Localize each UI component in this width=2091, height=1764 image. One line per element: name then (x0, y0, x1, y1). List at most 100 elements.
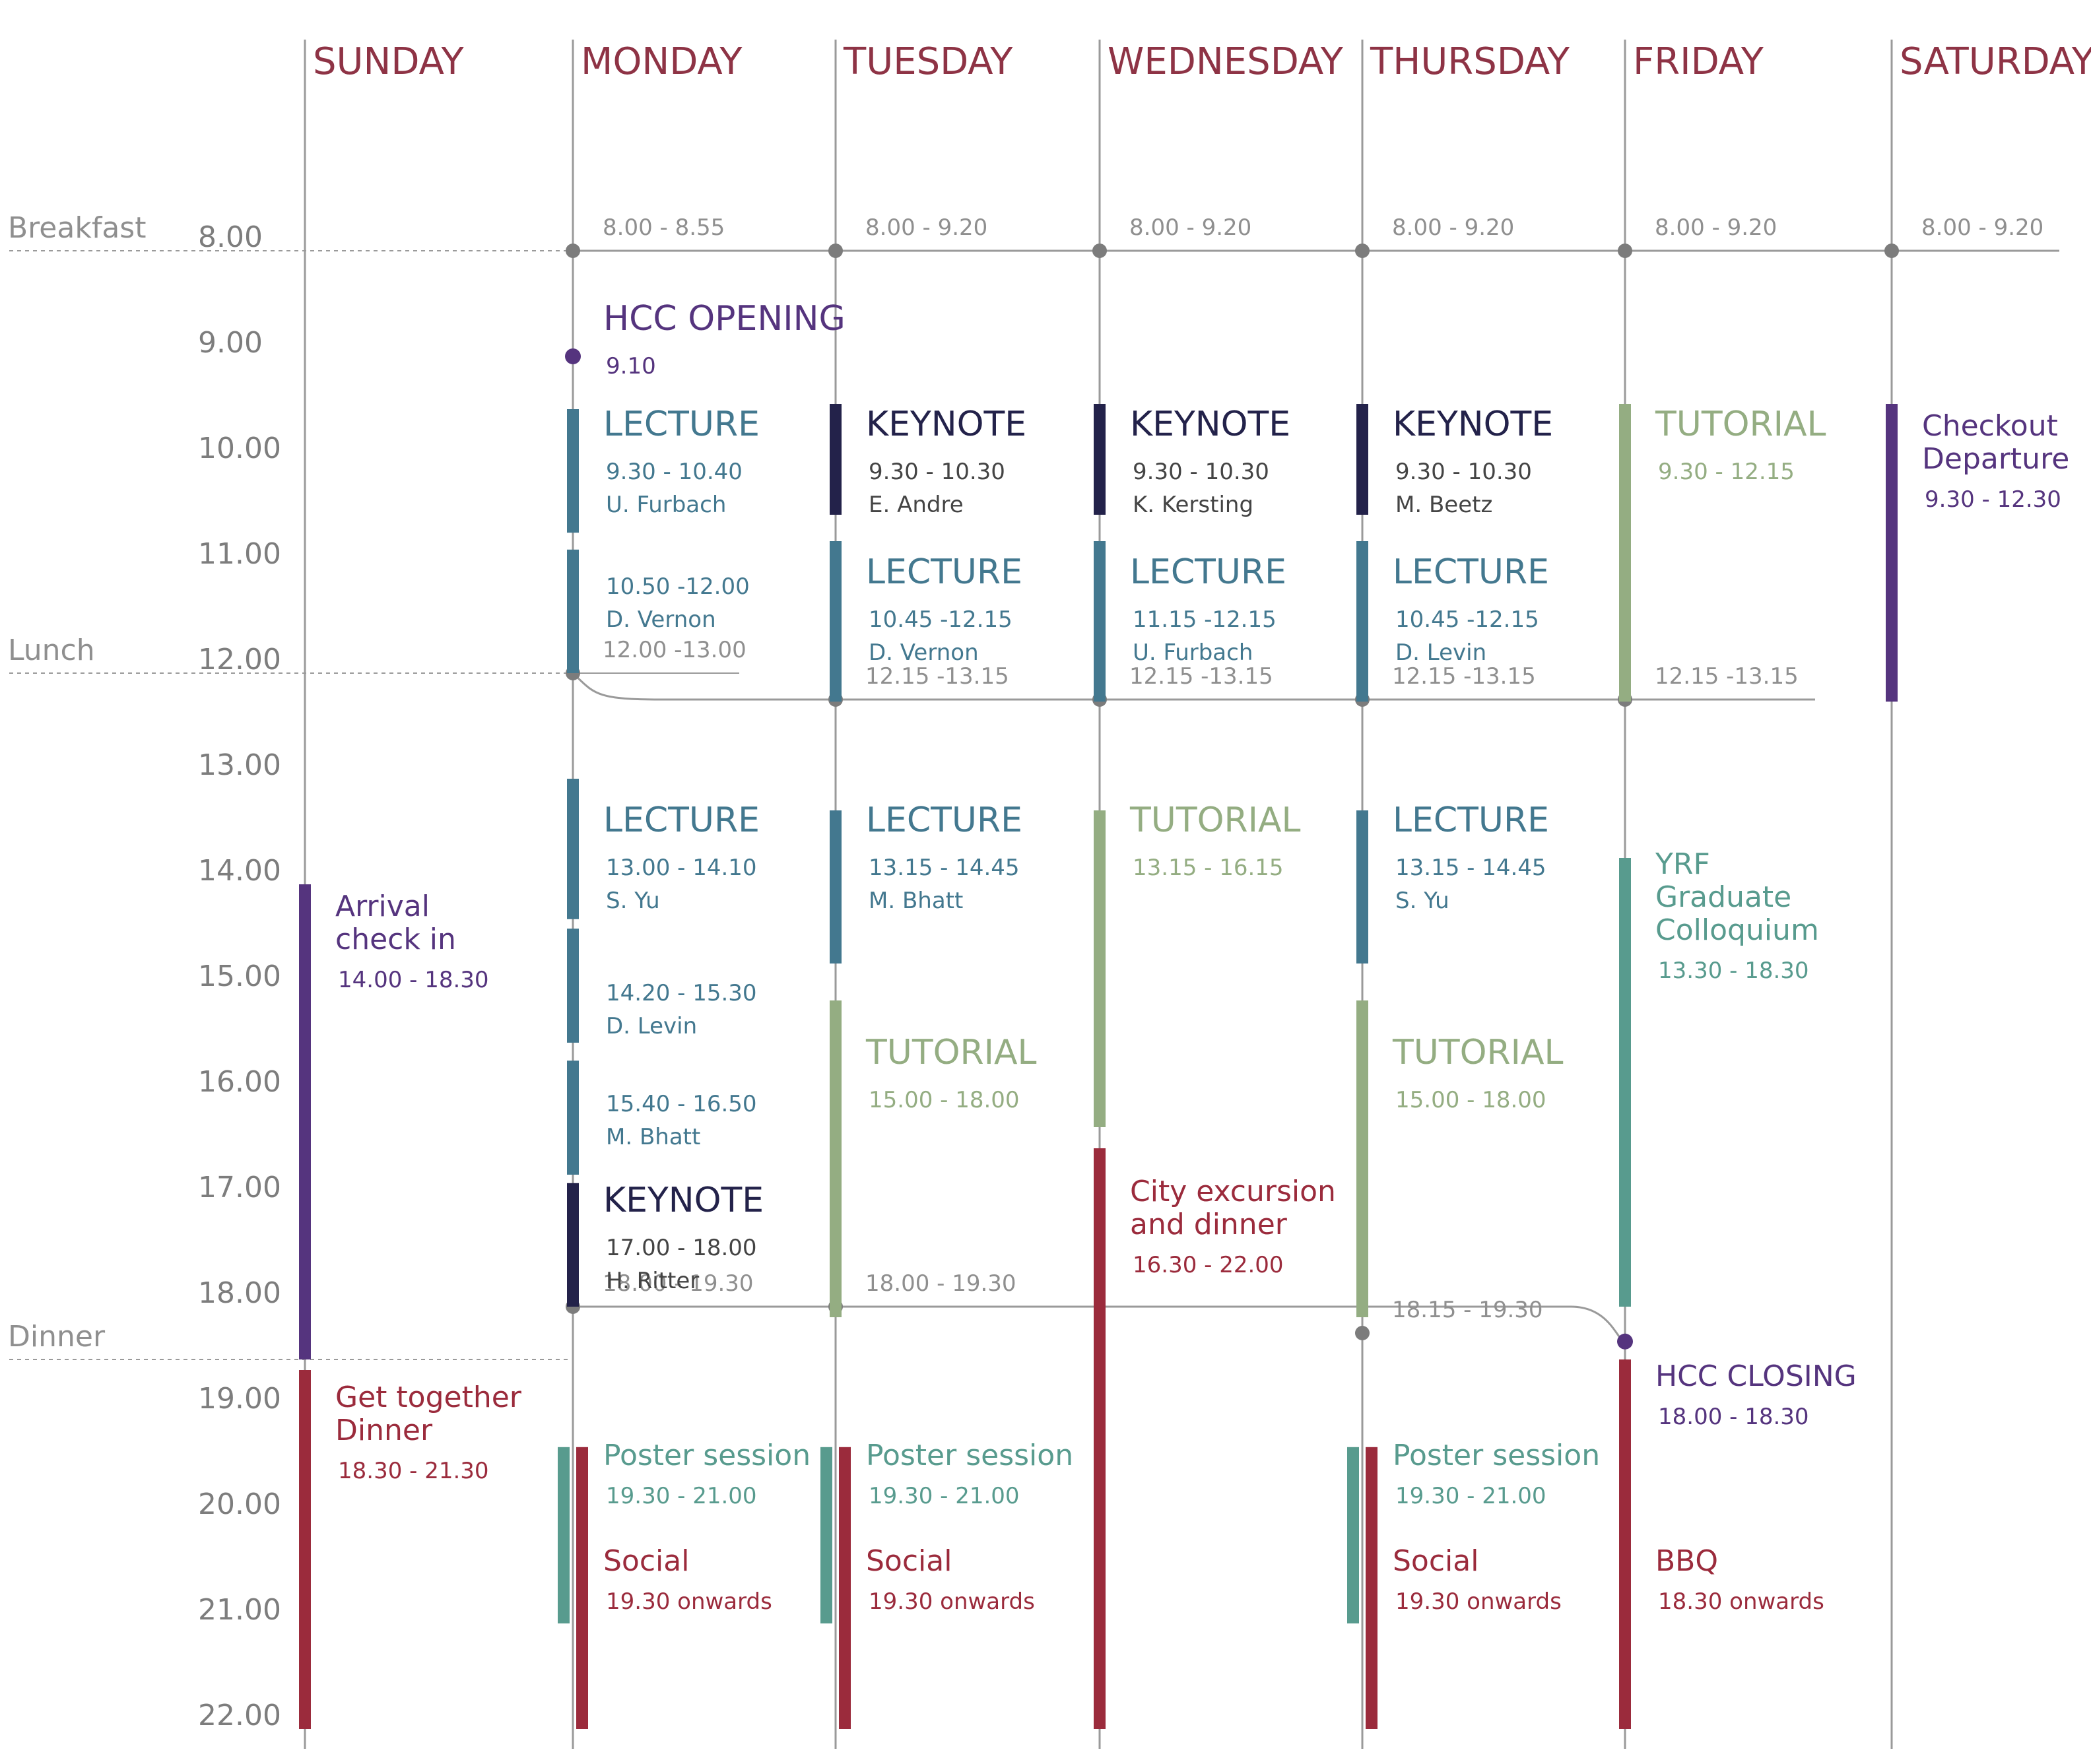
event-time: 9.30 - 10.40 (606, 459, 743, 485)
event-time: 9.30 - 12.30 (1925, 486, 2061, 513)
meal-time-breakfast: 8.00 - 8.55 (603, 214, 725, 241)
event-title: LECTURE (603, 405, 760, 444)
event-time: 11.15 -12.15 (1133, 606, 1277, 633)
hour-label-9-00: 9.00 (198, 326, 263, 360)
event-title: KEYNOTE (1130, 405, 1290, 444)
event-time: 16.30 - 22.00 (1133, 1252, 1284, 1278)
event-title: Social (866, 1544, 952, 1578)
event-title: Graduate (1655, 880, 1791, 914)
event-speaker: D. Levin (1395, 639, 1486, 666)
event-time: 10.45 -12.15 (869, 606, 1012, 633)
event-time: 15.00 - 18.00 (869, 1087, 1020, 1113)
meal-node (828, 244, 843, 258)
poster-block (558, 1447, 570, 1623)
event-time: 19.30 - 21.00 (1395, 1483, 1546, 1509)
event-speaker: M. Beetz (1395, 492, 1492, 518)
meal-time-breakfast: 8.00 - 9.20 (1129, 214, 1251, 241)
tutorial-block (1356, 1000, 1368, 1317)
hour-label-13-00: 13.00 (198, 748, 281, 782)
event-time: 19.30 - 21.00 (869, 1483, 1020, 1509)
event-time: 9.30 - 10.30 (869, 459, 1005, 485)
event-time: 9.10 (606, 353, 656, 379)
event-title: LECTURE (866, 552, 1022, 592)
event-title: and dinner (1130, 1208, 1288, 1241)
event-title: Poster session (866, 1439, 1073, 1472)
hcc-marker (565, 348, 581, 364)
event-title: KEYNOTE (866, 405, 1026, 444)
hour-label-12-00: 12.00 (198, 643, 281, 676)
social-block (299, 1370, 311, 1729)
meal-node (566, 244, 580, 258)
poster-block (820, 1447, 832, 1623)
meal-label-breakfast: Breakfast (8, 211, 146, 245)
event-title: TUTORIAL (1129, 800, 1301, 840)
event-speaker: U. Furbach (1133, 639, 1253, 666)
hour-label-19-00: 19.00 (198, 1382, 281, 1416)
event-speaker: S. Yu (1395, 888, 1449, 914)
event-time: 13.15 - 16.15 (1133, 855, 1284, 881)
meal-node (1092, 244, 1107, 258)
event-title: KEYNOTE (1393, 405, 1553, 444)
meal-time-dinner: 18.00 - 19.30 (603, 1270, 754, 1297)
day-header-sunday: SUNDAY (313, 40, 465, 83)
day-header-friday: FRIDAY (1633, 40, 1764, 83)
day-header-thursday: THURSDAY (1370, 40, 1570, 83)
meal-label-dinner: Dinner (8, 1320, 106, 1354)
social-block (1619, 1359, 1631, 1729)
event-title: LECTURE (1393, 552, 1549, 592)
poster-block (1347, 1447, 1359, 1623)
event-time: 18.00 - 18.30 (1658, 1404, 1809, 1430)
meal-time-breakfast: 8.00 - 9.20 (1655, 214, 1777, 241)
event-time: 19.30 onwards (606, 1588, 772, 1615)
hour-label-14-00: 14.00 (198, 854, 281, 888)
event-title: Departure (1922, 442, 2069, 476)
lecture-block (567, 549, 579, 673)
lecture-block (567, 409, 579, 533)
event-title: Colloquium (1655, 913, 1819, 947)
hour-label-21-00: 21.00 (198, 1593, 281, 1627)
keynote-block (567, 1183, 579, 1307)
tutorial-block (1619, 404, 1631, 702)
event-title: Arrival (335, 890, 430, 923)
meal-time-breakfast: 8.00 - 9.20 (1392, 214, 1514, 241)
social-block (1366, 1447, 1377, 1729)
event-time: 19.30 onwards (1395, 1588, 1562, 1615)
event-title: HCC CLOSING (1655, 1359, 1857, 1393)
event-title: Social (1393, 1544, 1478, 1578)
hour-label-8-00: 8.00 (198, 220, 263, 254)
poster-block (1619, 858, 1631, 1307)
event-time: 9.30 - 10.30 (1133, 459, 1269, 485)
social-block (576, 1447, 588, 1729)
event-speaker: K. Kersting (1133, 492, 1253, 518)
meal-time-dinner: 18.15 - 19.30 (1392, 1297, 1543, 1323)
day-header-monday: MONDAY (581, 40, 743, 83)
lecture-block (1356, 541, 1368, 702)
meal-time-lunch: 12.00 -13.00 (603, 637, 747, 663)
event-speaker: D. Vernon (606, 606, 716, 633)
meal-time-lunch: 12.15 -13.15 (1392, 663, 1536, 690)
event-time: 14.00 - 18.30 (338, 967, 489, 993)
tutorial-block (1094, 810, 1106, 1127)
event-time: 13.30 - 18.30 (1658, 958, 1809, 984)
event-title: TUTORIAL (1392, 1033, 1564, 1072)
event-speaker: M. Bhatt (606, 1124, 700, 1150)
lecture-block (567, 929, 579, 1043)
meal-time-lunch: 12.15 -13.15 (865, 663, 1009, 690)
lecture-block (1094, 541, 1106, 702)
event-title: LECTURE (1393, 800, 1549, 840)
event-time: 19.30 onwards (869, 1588, 1035, 1615)
hour-label-22-00: 22.00 (198, 1699, 281, 1732)
meal-time-lunch: 12.15 -13.15 (1655, 663, 1799, 690)
event-time: 15.40 - 16.50 (606, 1091, 757, 1117)
lecture-block (830, 541, 842, 702)
event-time: 13.00 - 14.10 (606, 855, 757, 881)
event-time: 15.00 - 18.00 (1395, 1087, 1546, 1113)
event-time: 18.30 - 21.30 (338, 1458, 489, 1484)
meal-time-breakfast: 8.00 - 9.20 (865, 214, 987, 241)
hour-label-17-00: 17.00 (198, 1171, 281, 1204)
meal-node (1884, 244, 1899, 258)
event-time: 13.15 - 14.45 (869, 855, 1020, 881)
hour-label-10-00: 10.00 (198, 432, 281, 465)
